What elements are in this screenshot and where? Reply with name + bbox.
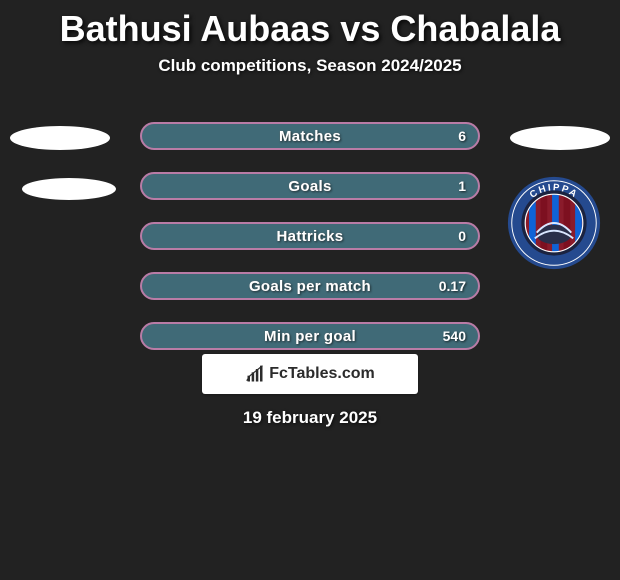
player1-badge-placeholder-1 <box>10 126 110 150</box>
stat-row-goals: Goals 1 <box>140 172 480 200</box>
bar-chart-icon <box>245 364 265 384</box>
branding-link[interactable]: FcTables.com <box>202 354 418 394</box>
stat-row-hattricks: Hattricks 0 <box>140 222 480 250</box>
stat-right-value: 1 <box>458 174 466 198</box>
date-stamp: 19 february 2025 <box>0 408 620 428</box>
ellipse-icon <box>510 126 610 150</box>
stat-label: Goals <box>142 174 478 198</box>
page-subtitle: Club competitions, Season 2024/2025 <box>0 56 620 76</box>
ellipse-icon <box>22 178 116 200</box>
page-title: Bathusi Aubaas vs Chabalala <box>0 0 620 50</box>
stat-row-matches: Matches 6 <box>140 122 480 150</box>
stat-right-value: 6 <box>458 124 466 148</box>
stat-right-value: 540 <box>443 324 466 348</box>
stat-right-value: 0.17 <box>439 274 466 298</box>
player2-badge-placeholder <box>510 126 610 150</box>
stat-label: Min per goal <box>142 324 478 348</box>
stat-label: Hattricks <box>142 224 478 248</box>
stat-label: Matches <box>142 124 478 148</box>
player2-club-crest: CHIPPA <box>506 175 602 276</box>
club-crest-icon: CHIPPA <box>506 175 602 271</box>
player1-badge-placeholder-2 <box>22 178 116 200</box>
comparison-card: Bathusi Aubaas vs Chabalala Club competi… <box>0 0 620 580</box>
ellipse-icon <box>10 126 110 150</box>
branding-text: FcTables.com <box>269 365 375 383</box>
stats-list: Matches 6 Goals 1 Hattricks 0 Goals per … <box>140 122 480 350</box>
stat-label: Goals per match <box>142 274 478 298</box>
stat-row-min-per-goal: Min per goal 540 <box>140 322 480 350</box>
stat-row-goals-per-match: Goals per match 0.17 <box>140 272 480 300</box>
stat-right-value: 0 <box>458 224 466 248</box>
